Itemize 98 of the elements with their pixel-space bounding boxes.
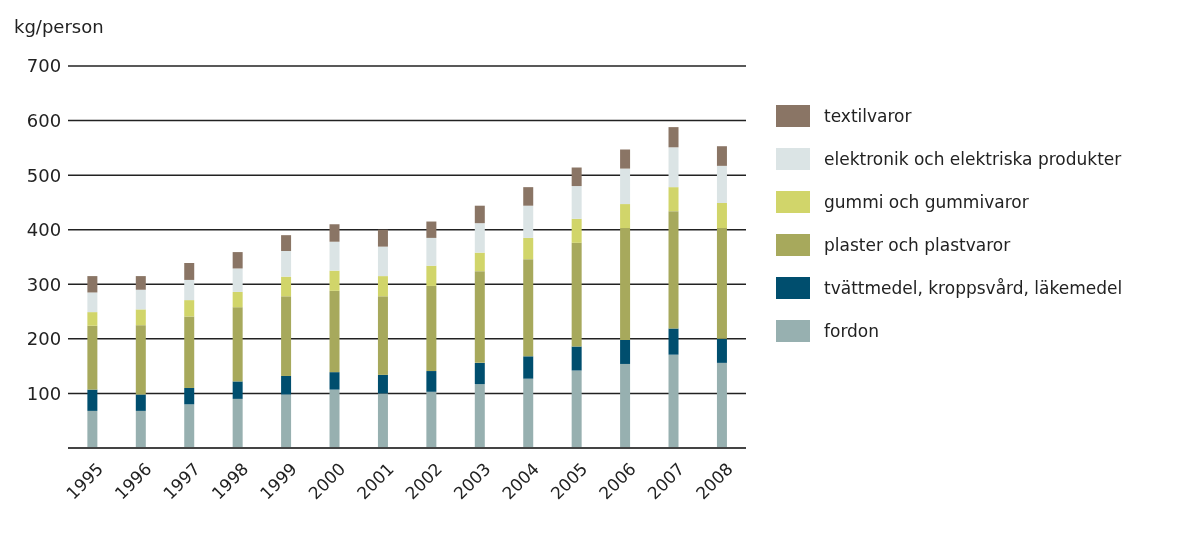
bar [184, 300, 195, 317]
legend-label: plaster och plastvaror [824, 234, 1011, 255]
bar [329, 389, 340, 448]
bar [232, 398, 243, 448]
bar [232, 381, 243, 399]
bar [668, 328, 679, 355]
bar [668, 187, 679, 212]
bar [523, 205, 534, 238]
bar [620, 363, 631, 448]
bar [184, 263, 195, 280]
legend-label: gummi och gummivaror [824, 191, 1029, 212]
bar [426, 265, 437, 286]
bar [426, 285, 437, 372]
bar [716, 146, 727, 166]
bar [668, 211, 679, 329]
bar [184, 316, 195, 388]
y-axis-title: kg/person [14, 16, 104, 37]
legend-label: textilvaror [824, 105, 912, 126]
bar [135, 325, 146, 395]
bar [523, 378, 534, 448]
bar [716, 165, 727, 203]
bar [426, 237, 437, 266]
bar [474, 223, 485, 253]
y-tick-label: 500 [26, 164, 62, 186]
bar [87, 389, 98, 411]
bar [620, 339, 631, 364]
bar [135, 394, 146, 411]
bar [329, 224, 340, 242]
bar [281, 235, 292, 251]
bar [281, 394, 292, 448]
bar [571, 186, 582, 219]
bar [474, 252, 485, 272]
bar [135, 289, 146, 310]
bar [87, 276, 98, 293]
y-tick-label: 200 [26, 328, 62, 350]
bar [281, 251, 292, 277]
bar [377, 229, 388, 247]
bar [620, 228, 631, 340]
y-tick-label: 400 [26, 219, 62, 241]
bar [87, 292, 98, 313]
y-tick-label: 700 [26, 55, 62, 77]
legend-label: tvättmedel, kroppsvård, läkemedel [824, 277, 1123, 298]
bar [523, 237, 534, 260]
bar [571, 218, 582, 243]
bar [523, 187, 534, 206]
bar [329, 290, 340, 373]
bar [135, 410, 146, 448]
bar [329, 241, 340, 271]
bar [620, 168, 631, 205]
bar [668, 127, 679, 148]
y-tick-label: 600 [26, 109, 62, 131]
bar [184, 387, 195, 405]
bar [620, 204, 631, 229]
bar [377, 393, 388, 448]
bar [668, 147, 679, 188]
bar [281, 276, 292, 297]
bar [620, 149, 631, 169]
bar [571, 167, 582, 187]
bar [426, 391, 437, 448]
bar [716, 338, 727, 363]
bar [426, 371, 437, 392]
bar [377, 246, 388, 277]
bar [232, 268, 243, 292]
bar [87, 410, 98, 448]
bar [668, 354, 679, 448]
legend-label: elektronik och elektriska produkter [824, 148, 1122, 169]
bar [377, 374, 388, 394]
bar [716, 202, 727, 229]
bar [329, 372, 340, 390]
bar [184, 404, 195, 448]
bar [474, 384, 485, 448]
bar [87, 325, 98, 390]
bar [523, 356, 534, 379]
bar [474, 205, 485, 224]
bar [135, 276, 146, 290]
bar [571, 242, 582, 347]
bar [716, 362, 727, 448]
bar [232, 307, 243, 382]
bar [329, 270, 340, 291]
bar [87, 312, 98, 326]
bar [571, 370, 582, 448]
bar [281, 375, 292, 395]
bar [184, 279, 195, 301]
bar [377, 296, 388, 375]
bar [571, 346, 582, 371]
y-tick-label: 100 [26, 382, 62, 404]
bar [135, 309, 146, 326]
bar [281, 296, 292, 376]
bar [716, 228, 727, 339]
bar [523, 259, 534, 357]
y-tick-label: 300 [26, 273, 62, 295]
bar [474, 362, 485, 385]
bar [232, 291, 243, 308]
bar [232, 252, 243, 269]
bar [377, 276, 388, 297]
bar [474, 271, 485, 363]
legend-label: fordon [824, 320, 880, 341]
bar [426, 221, 437, 238]
